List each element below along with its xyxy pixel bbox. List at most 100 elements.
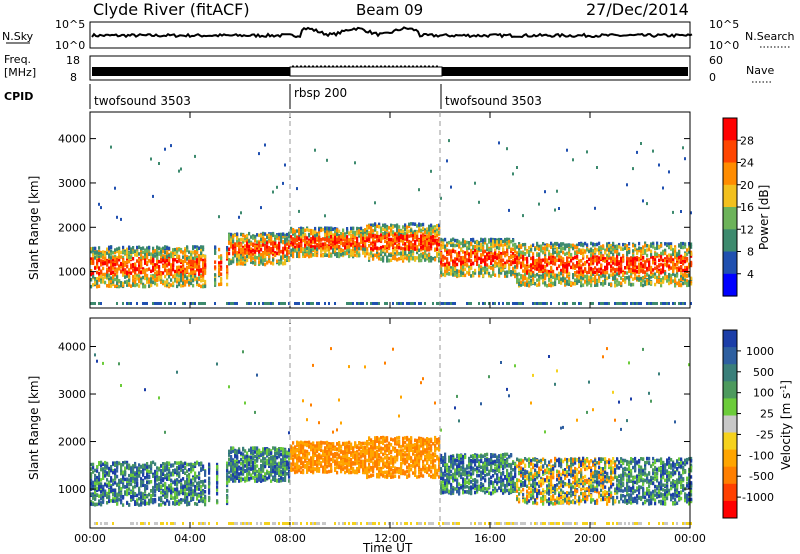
power-cell	[242, 240, 245, 244]
power-cell	[460, 271, 463, 275]
power-cell	[624, 277, 627, 281]
power-cell	[280, 238, 283, 242]
power-cell	[124, 280, 127, 284]
power-cell	[448, 251, 451, 255]
power-cell	[488, 265, 491, 269]
power-cell	[372, 223, 375, 227]
power-cell	[420, 247, 423, 252]
power-cell	[592, 249, 595, 253]
power-cell	[90, 249, 93, 254]
power-cell	[182, 271, 185, 276]
power-cell	[250, 260, 253, 264]
power-cell	[340, 232, 343, 236]
power-cell	[402, 247, 405, 251]
power-cell	[396, 245, 399, 249]
power-cell	[398, 246, 401, 250]
power-cell	[272, 190, 274, 194]
power-cell	[280, 235, 283, 239]
power-cell	[332, 227, 335, 231]
power-cell	[418, 258, 421, 263]
power-cell	[290, 240, 293, 245]
power-cell	[184, 274, 187, 279]
power-cell	[282, 261, 285, 265]
power-cell	[482, 244, 485, 248]
power-cell	[630, 259, 633, 263]
power-cell	[520, 280, 523, 284]
power-cell	[364, 240, 367, 244]
power-cell	[596, 256, 599, 261]
power-cell	[360, 246, 363, 251]
power-cell	[652, 149, 654, 153]
power-cell	[512, 243, 515, 247]
power-cell	[164, 280, 167, 285]
power-cell	[396, 302, 398, 305]
power-cell	[582, 243, 585, 247]
power-cell	[356, 248, 359, 252]
power-cell	[404, 237, 407, 241]
power-cell	[110, 279, 113, 284]
power-cell	[524, 264, 527, 268]
power-cell	[146, 247, 149, 251]
power-cell	[126, 247, 129, 252]
power-cell	[128, 245, 131, 250]
power-cell	[164, 255, 167, 259]
power-cell	[136, 302, 138, 305]
power-cell	[508, 302, 510, 305]
power-cell	[550, 271, 553, 275]
power-cell	[466, 302, 468, 305]
power-cell	[252, 248, 255, 253]
power-cell	[302, 234, 305, 238]
power-cell	[284, 246, 287, 251]
power-cell	[388, 253, 391, 257]
power-cell	[660, 271, 663, 275]
power-cell	[198, 265, 201, 269]
power-cell	[406, 247, 409, 251]
power-cell	[538, 260, 541, 264]
power-cell	[468, 242, 471, 247]
power-cell	[236, 234, 239, 238]
power-cell	[492, 258, 495, 262]
power-cell	[244, 234, 247, 239]
power-cell	[90, 284, 93, 289]
power-cell	[300, 249, 303, 254]
power-cell	[202, 261, 205, 265]
power-cell	[106, 263, 109, 267]
power-cell	[304, 243, 307, 247]
power-cell	[544, 245, 547, 249]
power-cell	[634, 257, 637, 262]
power-cell	[194, 256, 197, 260]
power-cell	[442, 272, 445, 277]
power-cell	[634, 272, 637, 276]
power-cell	[122, 255, 125, 260]
power-cell	[670, 273, 673, 278]
power-cell	[196, 280, 199, 284]
power-cell	[580, 249, 583, 254]
power-cell	[570, 256, 573, 260]
power-cell	[632, 302, 634, 305]
power-cell	[94, 266, 97, 270]
power-cell	[232, 239, 235, 244]
power-cell	[480, 260, 483, 265]
power-cell	[392, 230, 395, 234]
power-cell	[476, 262, 479, 266]
power-cell	[108, 284, 111, 288]
power-cell	[382, 236, 385, 240]
power-cell	[594, 255, 597, 259]
power-cell	[544, 258, 547, 262]
power-cell	[424, 230, 427, 234]
power-cell	[272, 250, 275, 255]
power-cell	[660, 280, 663, 285]
power-cell	[614, 274, 617, 278]
power-cell	[372, 244, 375, 249]
power-cell	[142, 246, 145, 250]
power-cell	[372, 254, 375, 258]
power-cell	[360, 236, 363, 240]
power-cell	[510, 255, 513, 259]
power-cell	[152, 302, 154, 305]
power-cell	[532, 280, 535, 285]
power-cell	[640, 261, 643, 266]
power-cell	[388, 244, 391, 249]
power-cell	[292, 228, 295, 232]
power-cell	[562, 242, 565, 246]
power-cell	[156, 260, 159, 264]
